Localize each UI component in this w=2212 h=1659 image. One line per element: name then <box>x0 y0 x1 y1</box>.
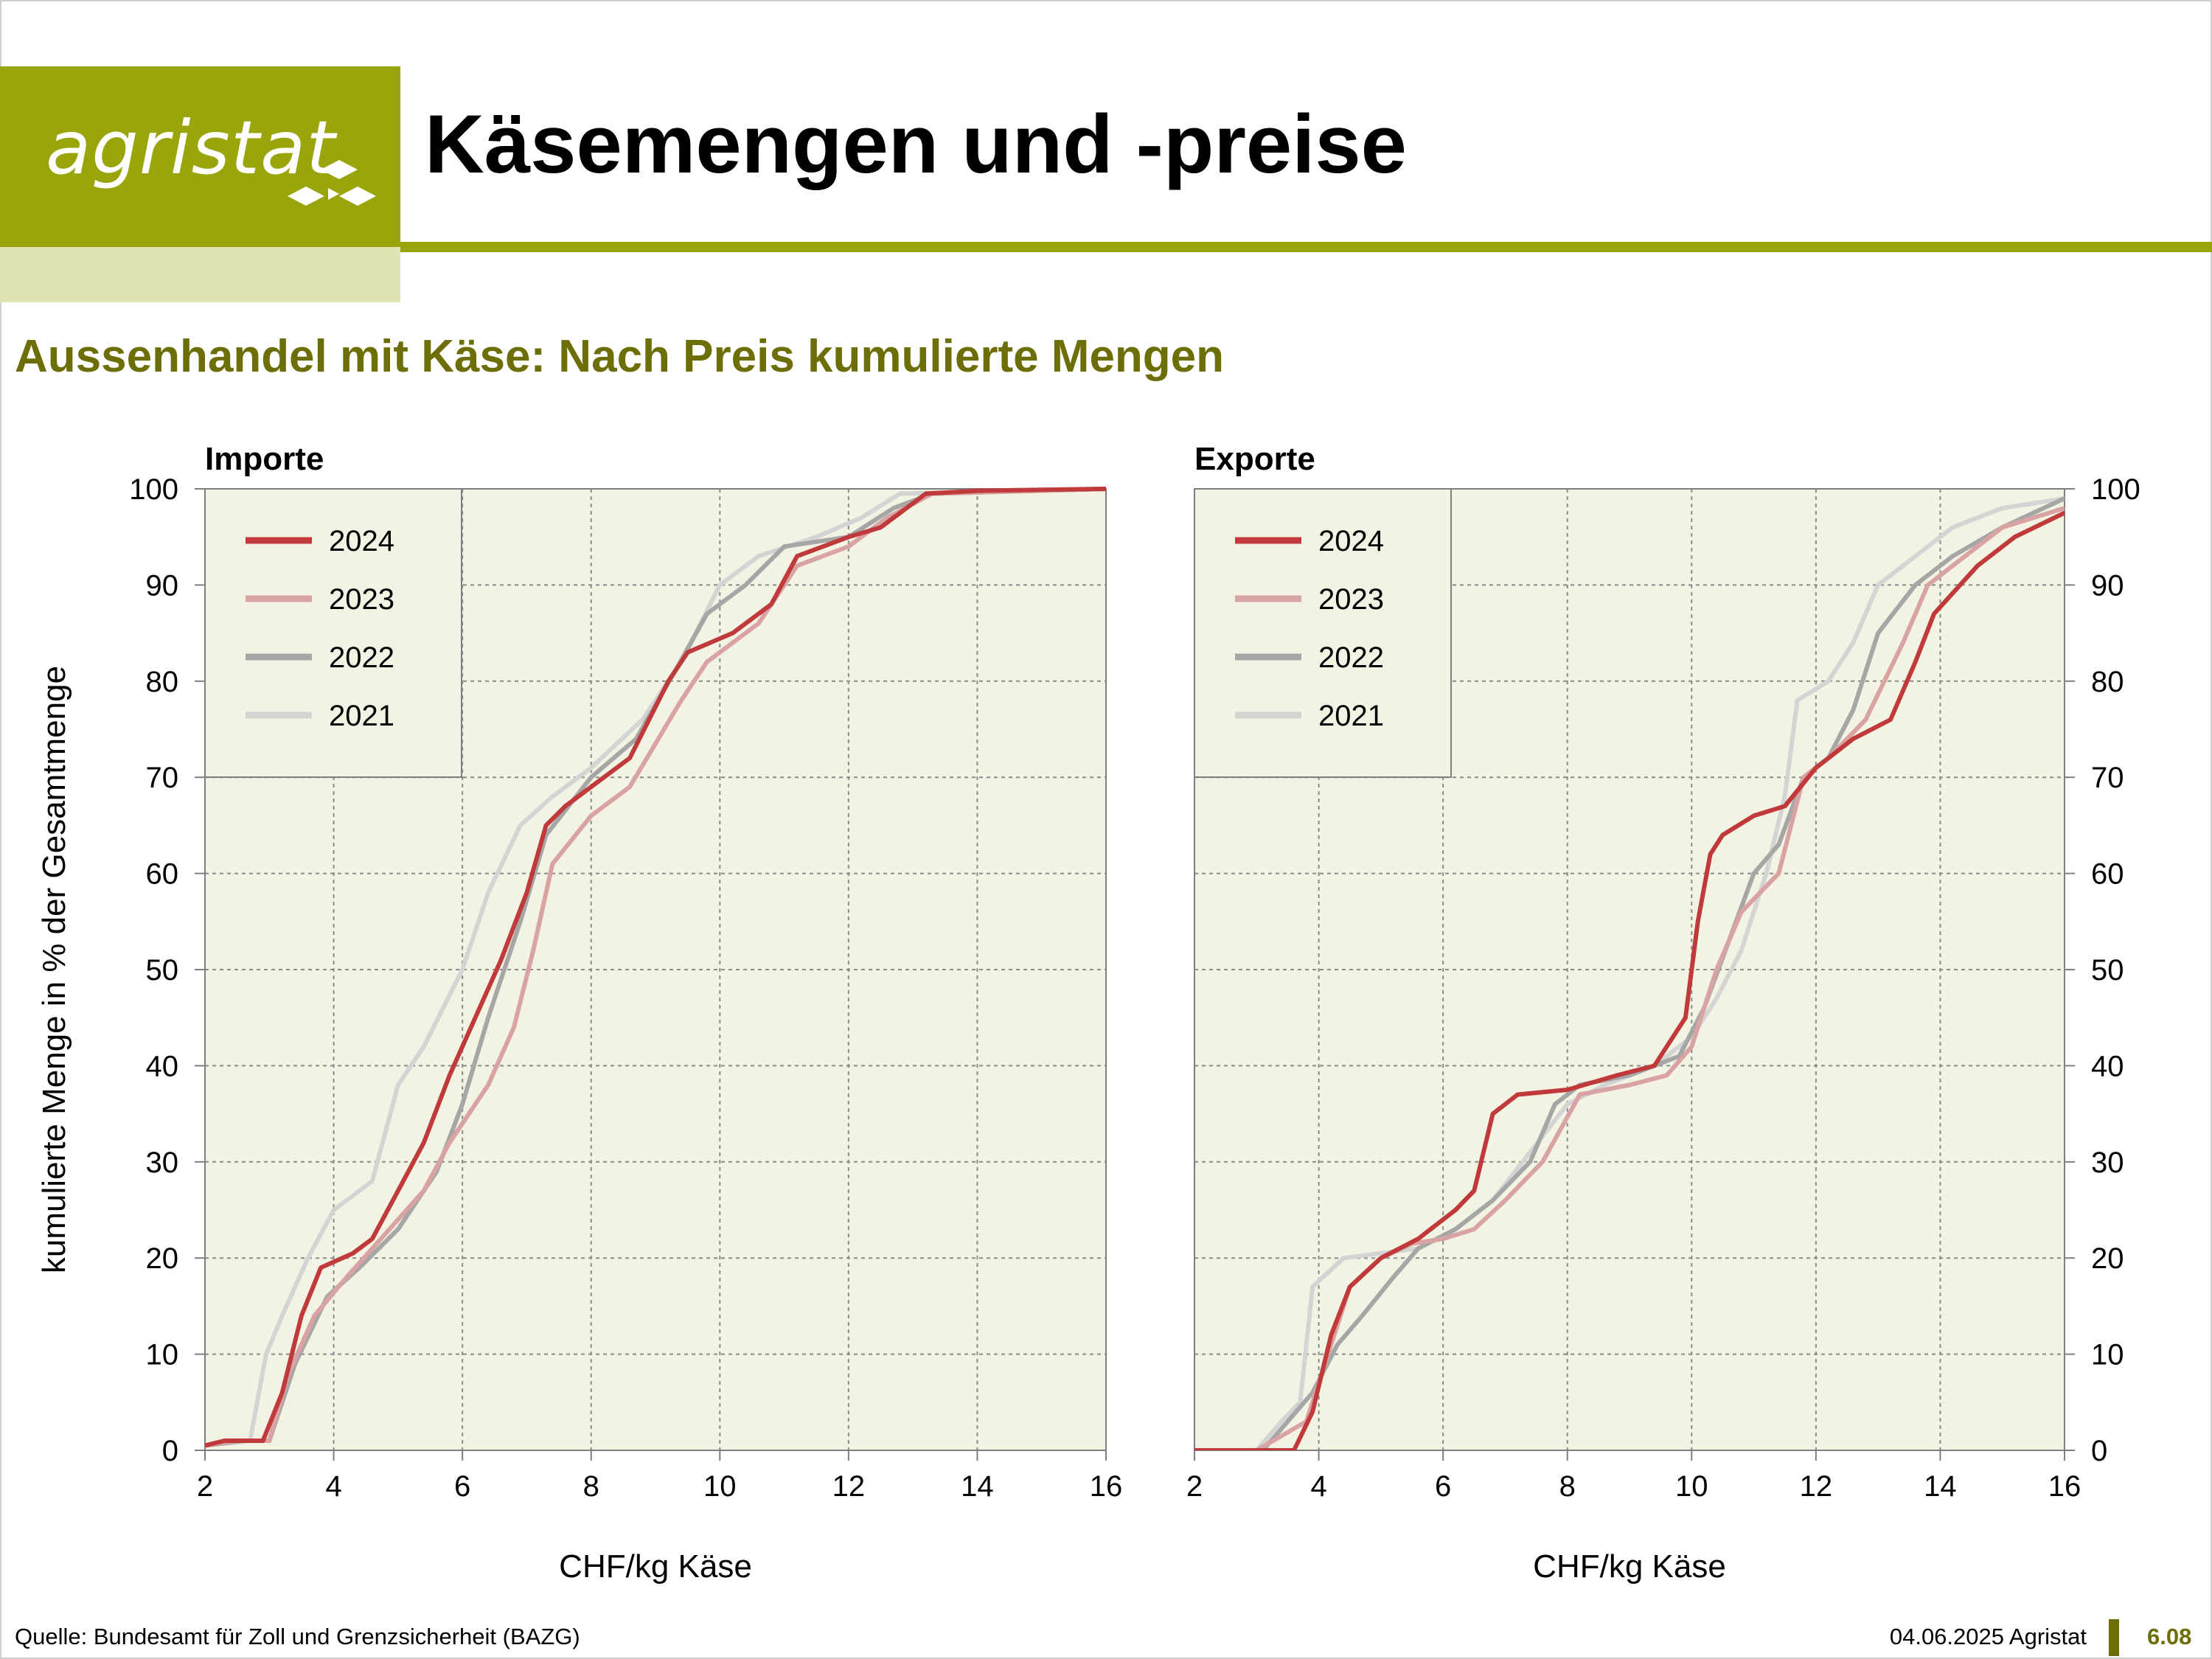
legend-label-2022: 2022 <box>329 641 394 674</box>
x-tick-label: 12 <box>832 1470 866 1503</box>
x-tick-label: 6 <box>454 1470 470 1503</box>
x-tick-label: 14 <box>961 1470 994 1503</box>
chart-subtitle: Aussenhandel mit Käse: Nach Preis kumuli… <box>15 331 1225 382</box>
legend-label-2024: 2024 <box>1318 525 1384 557</box>
y-tick-label: 50 <box>2091 954 2124 987</box>
y-tick-label: 20 <box>2091 1242 2124 1275</box>
x-tick-label: 6 <box>1435 1470 1451 1503</box>
x-tick-label: 16 <box>1090 1470 1123 1503</box>
y-tick-label: 0 <box>2091 1435 2107 1467</box>
y-tick-label: 40 <box>146 1050 179 1082</box>
x-tick-label: 8 <box>583 1470 599 1503</box>
series-line-2023 <box>205 487 1106 1448</box>
legend-label-2021: 2021 <box>329 700 394 732</box>
legend-label-2023: 2023 <box>1318 583 1384 616</box>
x-axis-label: CHF/kg Käse <box>559 1548 752 1585</box>
y-tick-label: 10 <box>146 1339 179 1371</box>
x-tick-label: 8 <box>1559 1470 1576 1503</box>
footer-page-number: 6.08 <box>2147 1624 2192 1649</box>
chart-title: Importe <box>205 441 324 477</box>
footer-divider <box>2109 1619 2119 1656</box>
x-tick-label: 4 <box>1310 1470 1326 1503</box>
x-tick-label: 16 <box>2048 1470 2081 1503</box>
y-tick-label: 30 <box>146 1147 179 1179</box>
series-line-2024 <box>205 487 1106 1448</box>
legend-label-2021: 2021 <box>1318 700 1384 732</box>
series-line-2022 <box>205 487 1106 1448</box>
legend-label-2024: 2024 <box>329 525 394 557</box>
footer-date: 04.06.2025 Agristat <box>1889 1624 2087 1649</box>
legend-box <box>1194 488 1452 778</box>
chart-title: Exporte <box>1194 441 1315 477</box>
x-tick-label: 14 <box>1924 1470 1957 1503</box>
y-axis-label: kumulierte Menge in % der Gesamtmenge <box>36 666 72 1273</box>
logo-panel-shadow <box>0 247 400 302</box>
chart-exporte: 2 4 6 8 10 12 14 16 0 10 20 30 40 50 60 70 80 90 100 2024 20… <box>1186 441 2140 1585</box>
x-tick-label: 2 <box>197 1470 213 1503</box>
y-tick-label: 30 <box>2091 1147 2124 1179</box>
x-tick-label: 12 <box>1800 1470 1833 1503</box>
legend-label-2023: 2023 <box>329 583 394 616</box>
x-tick-label: 10 <box>703 1470 737 1503</box>
y-tick-label: 70 <box>146 762 179 794</box>
y-tick-label: 100 <box>2091 473 2140 506</box>
x-tick-label: 2 <box>1186 1470 1203 1503</box>
x-tick-label: 4 <box>325 1470 341 1503</box>
y-tick-label: 10 <box>2091 1339 2124 1371</box>
logo-diamond-icon <box>288 160 376 206</box>
y-tick-label: 50 <box>146 954 179 987</box>
chart-importe: 2 4 6 8 10 12 14 16 0 10 20 30 40 50 60 70 80 90 100 2024 20… <box>36 441 1122 1585</box>
y-tick-label: 90 <box>2091 569 2124 602</box>
y-tick-label: 60 <box>146 858 179 891</box>
y-tick-label: 90 <box>146 569 179 602</box>
y-tick-label: 0 <box>162 1435 178 1467</box>
page-title: Käsemengen und -preise <box>425 98 1407 190</box>
y-tick-label: 100 <box>129 473 178 506</box>
legend-box <box>204 488 462 778</box>
y-tick-label: 80 <box>2091 666 2124 698</box>
title-rule <box>400 242 2212 252</box>
y-tick-label: 40 <box>2091 1050 2124 1082</box>
y-tick-label: 80 <box>146 666 179 698</box>
y-tick-label: 70 <box>2091 762 2124 794</box>
y-tick-label: 20 <box>146 1242 179 1275</box>
footer-source: Quelle: Bundesamt für Zoll und Grenzsich… <box>15 1624 580 1649</box>
x-tick-label: 10 <box>1675 1470 1708 1503</box>
y-tick-label: 60 <box>2091 858 2124 891</box>
legend-label-2022: 2022 <box>1318 641 1384 674</box>
logo-panel <box>0 66 400 247</box>
logo-text: agristat <box>46 105 336 191</box>
series-line-2024 <box>1194 510 2065 1450</box>
x-axis-label: CHF/kg Käse <box>1533 1548 1726 1585</box>
